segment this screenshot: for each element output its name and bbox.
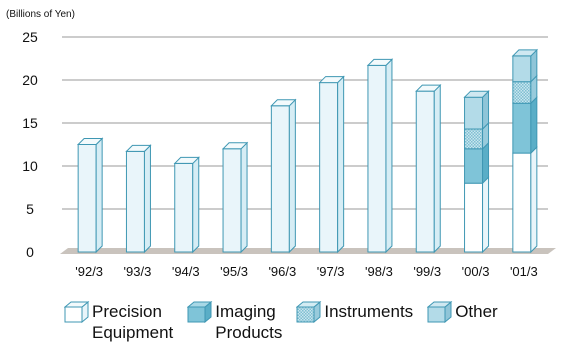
bar-front [222,148,242,253]
legend-swatch [427,301,453,323]
bar-segment-front [464,148,484,184]
bar-side [95,137,103,254]
legend-item: Imaging Products [187,301,282,343]
x-tick-label: '01/3 [510,264,538,279]
x-tick-label: '00/3 [462,264,490,279]
bar-segment [512,96,538,155]
bar-side [240,141,248,254]
bar-top [270,99,297,107]
bar-front [319,82,339,253]
legend-item: Other [427,301,498,343]
bar [366,58,394,254]
bar-top [173,156,200,164]
bars [76,48,539,254]
bar [173,156,200,254]
x-tick-label: '94/3 [172,264,200,279]
bar [76,137,104,254]
bar-segment-front [464,182,484,253]
bar-front [415,90,435,253]
legend-label: Precision Equipment [92,302,174,342]
legend-swatch [296,301,322,323]
bar-chart: 0 5 10 15 20 25 '92/3 '93/3 '94/3 '95/3 '96/3 '97/… [22,29,556,279]
bar-front [125,150,145,253]
x-tick-label: '98/3 [365,264,393,279]
bar-segment-front [464,128,484,150]
bar-segment [464,175,490,254]
x-tick-label: '96/3 [268,264,296,279]
y-tick-label: 5 [26,201,34,217]
x-tick-label: '92/3 [75,264,103,279]
y-axis-tick-labels: 0 5 10 15 20 25 [22,29,38,260]
legend-swatch [187,301,213,323]
bar-top [415,84,442,92]
bar-segment [463,89,490,131]
y-tick-label: 20 [22,72,38,88]
bar-segment-top [511,49,539,57]
bar-top [366,58,394,66]
legend-label: Instruments [324,302,414,321]
x-axis-tick-labels: '92/3 '93/3 '94/3 '95/3 '96/3 '97/3 '98/3 '99/3… [75,264,537,279]
bar-front [174,162,194,253]
bar-side [143,144,151,254]
bar-front [367,64,387,253]
bar-top [125,144,152,152]
bar-front [270,105,290,253]
bar-top [76,138,104,145]
legend: Precision Equipment Imaging Products Instr… [64,301,498,343]
x-tick-label: '99/3 [413,264,441,279]
bar-segment-front [512,152,532,253]
bar-segment [511,48,539,83]
legend-item: Precision Equipment [64,301,173,343]
bar-segment-front [464,96,484,130]
bar-segment-side [482,141,490,185]
y-axis-unit-label: (Billions of Yen) [6,9,75,20]
y-tick-label: 15 [22,115,38,131]
bar-side [433,83,441,254]
bar-side [337,75,345,254]
x-tick-label: '93/3 [124,264,152,279]
bar [221,141,249,254]
bar-segment [512,145,538,254]
bar-side [192,156,200,254]
bar [125,144,152,254]
bar-top [318,76,345,84]
bar-segment-top [463,90,490,98]
legend-swatch [64,301,90,323]
bar [318,75,345,254]
bar-front [77,144,97,253]
bar-top [221,142,249,150]
bar-segment-front [512,81,532,104]
bar-segment-side [482,175,490,254]
legend-label: Other [455,302,498,321]
x-tick-label: '97/3 [317,264,345,279]
bar [270,98,297,254]
bar-segment-side [530,145,538,254]
y-tick-label: 10 [22,158,38,174]
legend-label: Imaging Products [215,302,283,342]
y-tick-label: 0 [26,244,34,260]
x-tick-label: '95/3 [220,264,248,279]
legend-item: Instruments [296,301,413,343]
bar-segment-front [512,55,532,83]
y-tick-label: 25 [22,29,38,45]
bar-side [385,58,393,254]
bar-side [288,98,296,254]
bar-segment-side [530,96,538,155]
bar-segment-front [512,102,532,154]
bar [415,83,442,254]
